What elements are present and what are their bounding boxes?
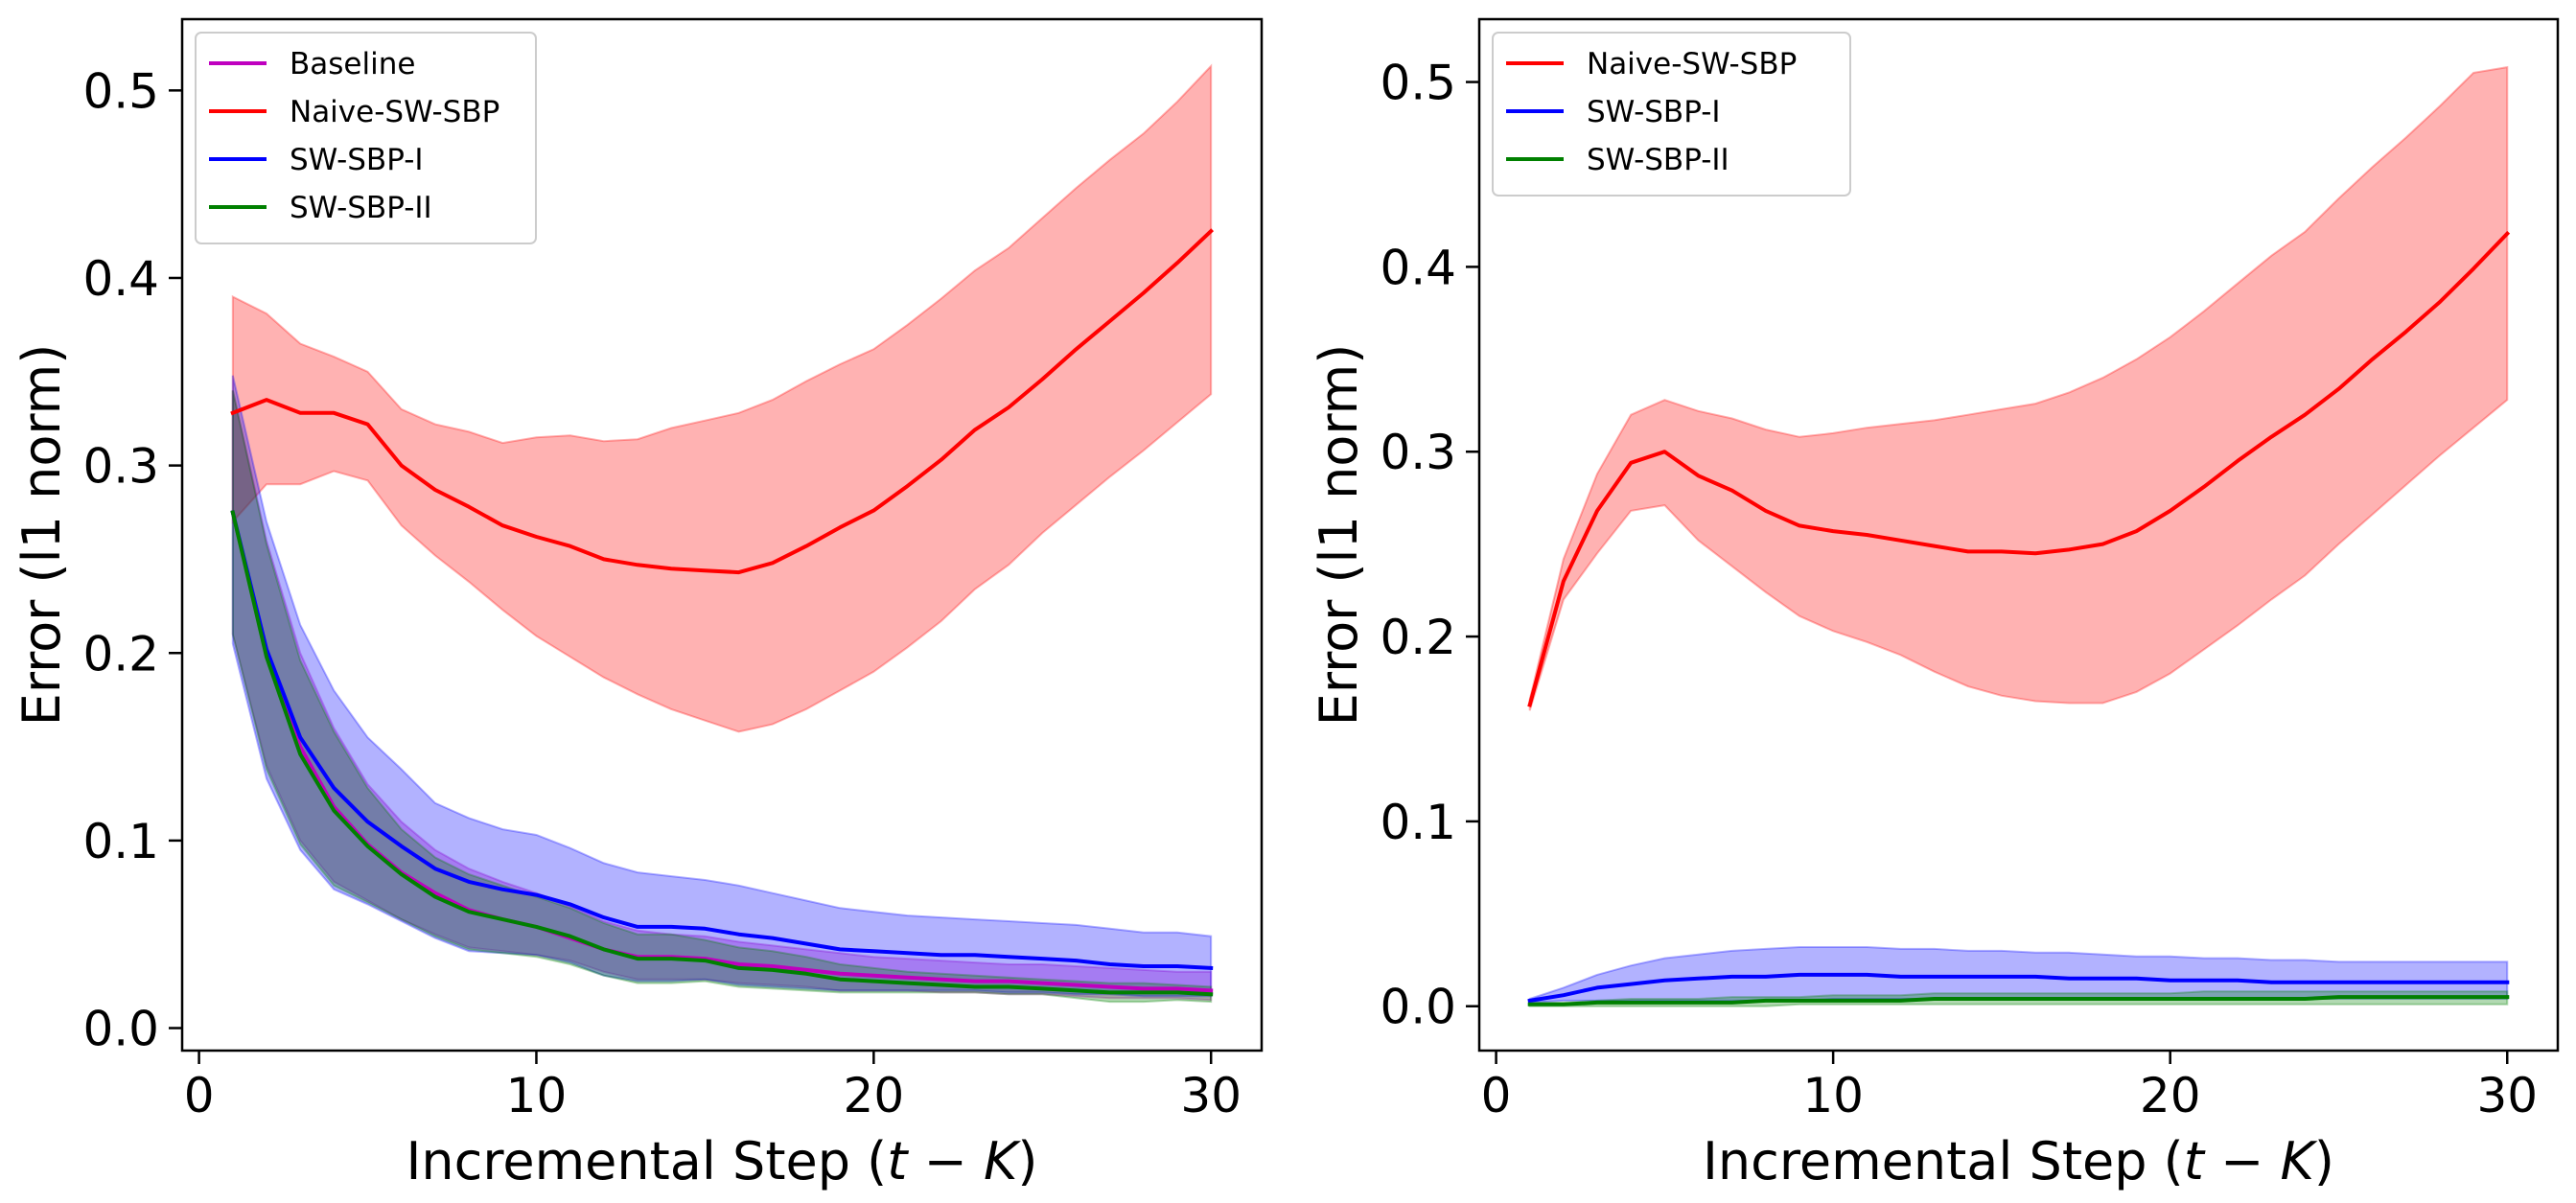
x-tick-label: 20 [844, 1068, 905, 1123]
band-naive-sw-sbp [1528, 65, 2509, 711]
x-axis-label: Incremental Step (t − K) [406, 1131, 1038, 1191]
y-tick-label: 0.4 [1380, 240, 1456, 295]
series-line-sw-sbp-ii [1527, 995, 2510, 1006]
plot-area [230, 63, 1215, 1004]
legend-label-baseline: Baseline [290, 47, 415, 81]
series-line-sw-sbp-i [1527, 972, 2510, 1004]
x-tick-label: 0 [1481, 1068, 1512, 1123]
chart-panel-1: 0 10 20 30 0.0 0.1 0.2 0.3 0.4 0.5 Incremental Ste… [12, 17, 1264, 1191]
legend: Naive-SW-SBP SW-SBP-I SW-SBP-II [1492, 32, 1851, 197]
series-line-sw-sbp-i [230, 510, 1214, 971]
series-line-naive-sw-sbp [1527, 230, 2511, 707]
y-tick-label: 0.2 [82, 626, 159, 682]
series-line-naive-sw-sbp [230, 228, 1215, 575]
x-tick-label: 30 [2476, 1068, 2538, 1123]
legend-box [195, 32, 537, 244]
y-axis-label: Error (l1 norm) [1309, 344, 1369, 727]
y-tick-label: 0.5 [1380, 56, 1456, 111]
x-tick-label: 10 [1802, 1068, 1864, 1123]
legend-label-naive-sw-sbp: Naive-SW-SBP [290, 95, 499, 129]
band-sw-sbp-ii [231, 390, 1213, 1004]
axes-frame [1477, 17, 2560, 1053]
x-tick-label: 10 [506, 1068, 568, 1123]
y-tick-label: 0.0 [82, 1002, 159, 1057]
y-tick-label: 0.3 [1380, 425, 1456, 480]
axes-frame [180, 17, 1264, 1053]
legend-label-sw-sbp-ii: SW-SBP-II [290, 191, 432, 225]
x-axis-label: Incremental Step (t − K) [1703, 1131, 2334, 1191]
legend-label-sw-sbp-i: SW-SBP-I [290, 143, 424, 177]
plot-area [1527, 65, 2511, 1007]
x-tick-label: 0 [184, 1068, 215, 1123]
y-tick-label: 0.5 [82, 63, 159, 119]
series-line-sw-sbp-ii [230, 510, 1214, 997]
y-tick-label: 0.1 [1380, 795, 1456, 850]
x-tick-label: 20 [2140, 1068, 2201, 1123]
legend-box [1492, 32, 1851, 197]
legend-label-sw-sbp-ii: SW-SBP-II [1587, 143, 1729, 177]
y-tick-label: 0.1 [82, 814, 159, 869]
band-naive-sw-sbp [231, 63, 1213, 733]
y-tick-label: 0.0 [1380, 980, 1456, 1035]
y-tick-label: 0.3 [82, 439, 159, 495]
y-tick-label: 0.4 [82, 251, 159, 307]
chart-panel-2: 0 10 20 30 0.0 0.1 0.2 0.3 0.4 0.5 Incremental Ste… [1309, 17, 2560, 1191]
x-tick-label: 30 [1180, 1068, 1242, 1123]
legend-label-naive-sw-sbp: Naive-SW-SBP [1587, 47, 1797, 81]
y-axis-label: Error (l1 norm) [12, 344, 72, 727]
legend-label-sw-sbp-i: SW-SBP-I [1587, 95, 1721, 129]
legend: Baseline Naive-SW-SBP SW-SBP-I SW-SBP-II [195, 32, 537, 244]
y-tick-label: 0.2 [1380, 610, 1456, 665]
